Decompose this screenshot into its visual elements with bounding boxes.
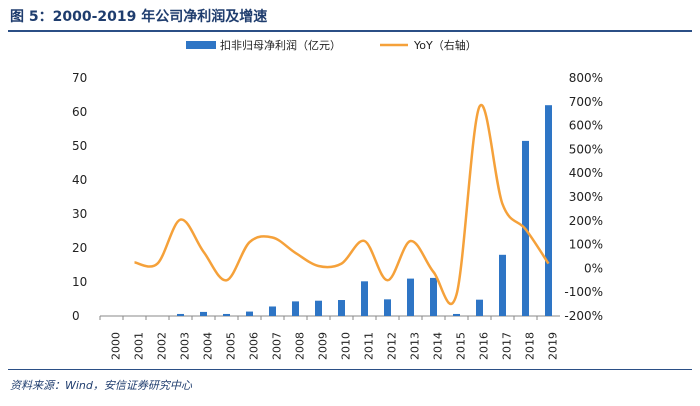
figure-title: 图 5：2000-2019 年公司净利润及增速: [10, 9, 268, 25]
figure-source: 资料来源：Wind，安信证券研究中心: [10, 379, 192, 392]
right-tick-label: -100%: [564, 285, 603, 299]
x-tick-label: 2016: [478, 332, 491, 360]
x-tick-label: 2004: [202, 332, 215, 360]
right-tick-label: 700%: [569, 95, 603, 109]
right-tick-label: 400%: [569, 166, 603, 180]
bar-series: [177, 105, 552, 316]
x-axis-ticks: 2000 2001 2002 2003 2004 2005 2006 2007 2008 2009…: [99, 316, 560, 360]
bar-2015: [453, 313, 460, 316]
right-axis-ticks: -200% -100% 0% 100% 200% 300% 400% 500% 600% 700%…: [564, 71, 603, 323]
bar-2019: [545, 105, 552, 316]
legend-line-label: YoY（右轴）: [413, 38, 477, 52]
left-tick-label: 40: [72, 173, 87, 187]
x-tick-label: 2013: [409, 332, 422, 360]
x-tick-label: 2018: [524, 332, 537, 360]
bar-2014: [430, 277, 437, 316]
right-tick-label: 200%: [569, 214, 603, 228]
chart: 0 10 20 30 40 50 60 70 -200% -100% 0% 100% 200% 300%…: [72, 38, 603, 360]
x-tick-label: 2015: [455, 332, 468, 360]
left-tick-label: 60: [72, 105, 87, 119]
x-tick-label: 2007: [271, 332, 284, 360]
bar-2013: [407, 278, 414, 316]
x-tick-label: 2006: [248, 332, 261, 360]
source-rule: [8, 369, 692, 370]
legend: 扣非归母净利润（亿元） YoY（右轴）: [186, 38, 477, 52]
x-tick-label: 2003: [179, 332, 192, 360]
right-tick-label: 500%: [569, 142, 603, 156]
bar-2008: [292, 301, 299, 316]
x-tick-label: 2001: [133, 332, 146, 360]
left-tick-label: 70: [72, 71, 87, 85]
x-tick-label: 2011: [363, 332, 376, 360]
bar-2011: [361, 281, 368, 316]
x-tick-label: 2000: [110, 332, 123, 360]
bar-2016: [476, 299, 483, 316]
bar-2003: [177, 313, 184, 316]
bar-2007: [269, 306, 276, 316]
bar-2005: [223, 313, 230, 316]
left-tick-label: 50: [72, 139, 87, 153]
x-tick-label: 2019: [547, 332, 560, 360]
left-tick-label: 10: [72, 275, 87, 289]
x-tick-label: 2014: [432, 332, 445, 360]
x-tick-label: 2005: [225, 332, 238, 360]
x-tick-label: 2002: [156, 332, 169, 360]
x-tick-label: 2010: [340, 332, 353, 360]
left-tick-label: 20: [72, 241, 87, 255]
x-tick-label: 2009: [317, 332, 330, 360]
bar-2017: [499, 254, 506, 316]
bar-2009: [315, 300, 322, 316]
x-tick-label: 2008: [294, 332, 307, 360]
figure-header: 图 5：2000-2019 年公司净利润及增速: [0, 0, 700, 32]
left-tick-label: 30: [72, 207, 87, 221]
yoy-line: [134, 103, 550, 305]
bar-2006: [246, 311, 253, 316]
x-tick-label: 2012: [386, 332, 399, 360]
x-tick-label: 2017: [501, 332, 514, 360]
title-rule: [8, 30, 692, 32]
right-tick-label: 100%: [569, 238, 603, 252]
bar-2004: [200, 311, 207, 316]
right-tick-label: 600%: [569, 119, 603, 133]
bar-2010: [338, 300, 345, 316]
left-axis-ticks: 0 10 20 30 40 50 60 70: [72, 71, 87, 323]
left-tick-label: 0: [72, 309, 80, 323]
right-tick-label: -200%: [564, 309, 603, 323]
legend-bar-label: 扣非归母净利润（亿元）: [220, 38, 341, 52]
right-tick-label: 800%: [569, 71, 603, 85]
right-tick-label: 300%: [569, 190, 603, 204]
right-tick-label: 0%: [584, 261, 603, 275]
bar-2012: [384, 299, 391, 316]
legend-bar-swatch: [186, 41, 216, 49]
